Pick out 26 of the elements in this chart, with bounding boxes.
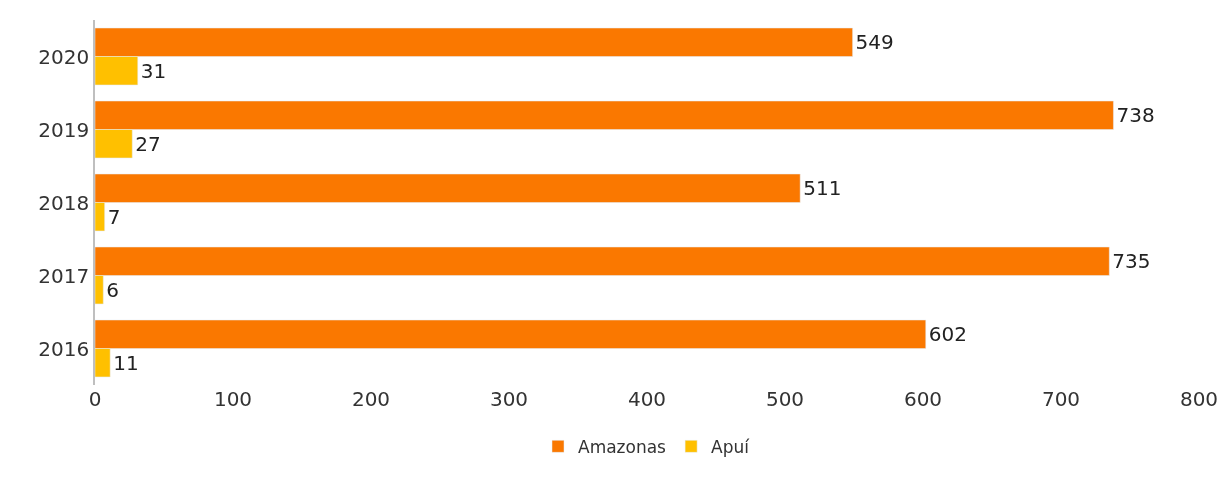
data-label: 6 <box>106 277 120 302</box>
data-label: 549 <box>855 30 894 55</box>
data-label: 27 <box>135 131 161 156</box>
x-tick-label: 700 <box>1041 387 1081 411</box>
y-tick-label: 2019 <box>38 117 90 142</box>
data-label: 735 <box>1112 249 1151 274</box>
x-tick-label: 400 <box>627 387 667 411</box>
data-label: 7 <box>107 204 121 229</box>
y-tick-label: 2018 <box>38 190 90 215</box>
data-label: 511 <box>803 176 842 201</box>
x-tick-label: 0 <box>88 387 102 411</box>
x-tick-label: 100 <box>213 387 253 411</box>
x-tick-label: 800 <box>1179 387 1219 411</box>
data-label: 11 <box>113 350 139 375</box>
y-tick-label: 2020 <box>38 44 90 69</box>
x-tick-label: 300 <box>489 387 529 411</box>
data-label: 31 <box>140 58 167 83</box>
y-tick-label: 2016 <box>38 336 90 361</box>
legend-label: Apuí <box>711 436 751 457</box>
data-label: 738 <box>1116 103 1155 128</box>
data-label: 602 <box>928 322 967 347</box>
x-tick-label: 600 <box>903 387 943 411</box>
x-tick-label: 500 <box>765 387 805 411</box>
x-tick-label: 200 <box>351 387 391 411</box>
legend-label: Amazonas <box>578 436 667 457</box>
y-tick-label: 2017 <box>38 263 90 288</box>
